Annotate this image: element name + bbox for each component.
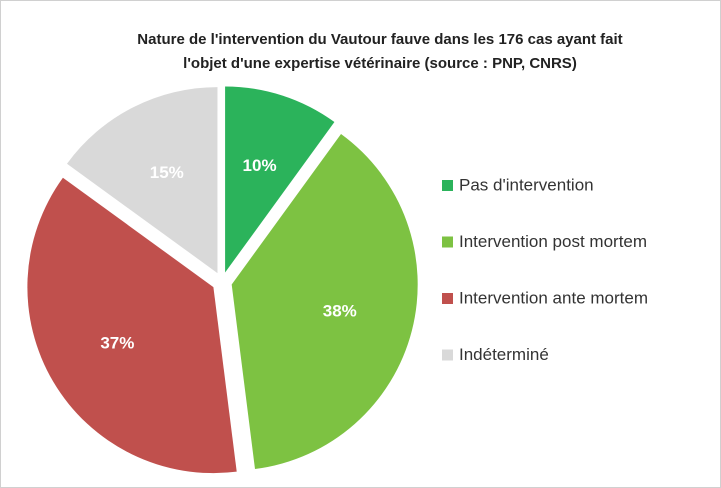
value-label: 10% [243,156,277,175]
pie-slice [66,87,218,274]
value-label: 15% [150,163,184,182]
chart-title: l'objet d'une expertise vétérinaire (sou… [183,55,577,72]
legend-label: Intervention ante mortem [459,288,648,307]
value-label: 38% [323,302,357,321]
legend-label: Pas d'intervention [459,175,594,194]
value-label: 37% [100,333,134,352]
legend-swatch [442,349,453,361]
legend-label: Indéterminé [459,345,549,364]
chart-title: Nature de l'intervention du Vautour fauv… [137,31,622,48]
pie-slice [231,134,418,470]
legend-swatch [442,293,453,304]
pie-slice [27,177,237,474]
legend-swatch [442,180,453,191]
pie-slice [225,86,335,273]
legend-label: Intervention post mortem [459,232,647,251]
legend-swatch [442,236,453,248]
